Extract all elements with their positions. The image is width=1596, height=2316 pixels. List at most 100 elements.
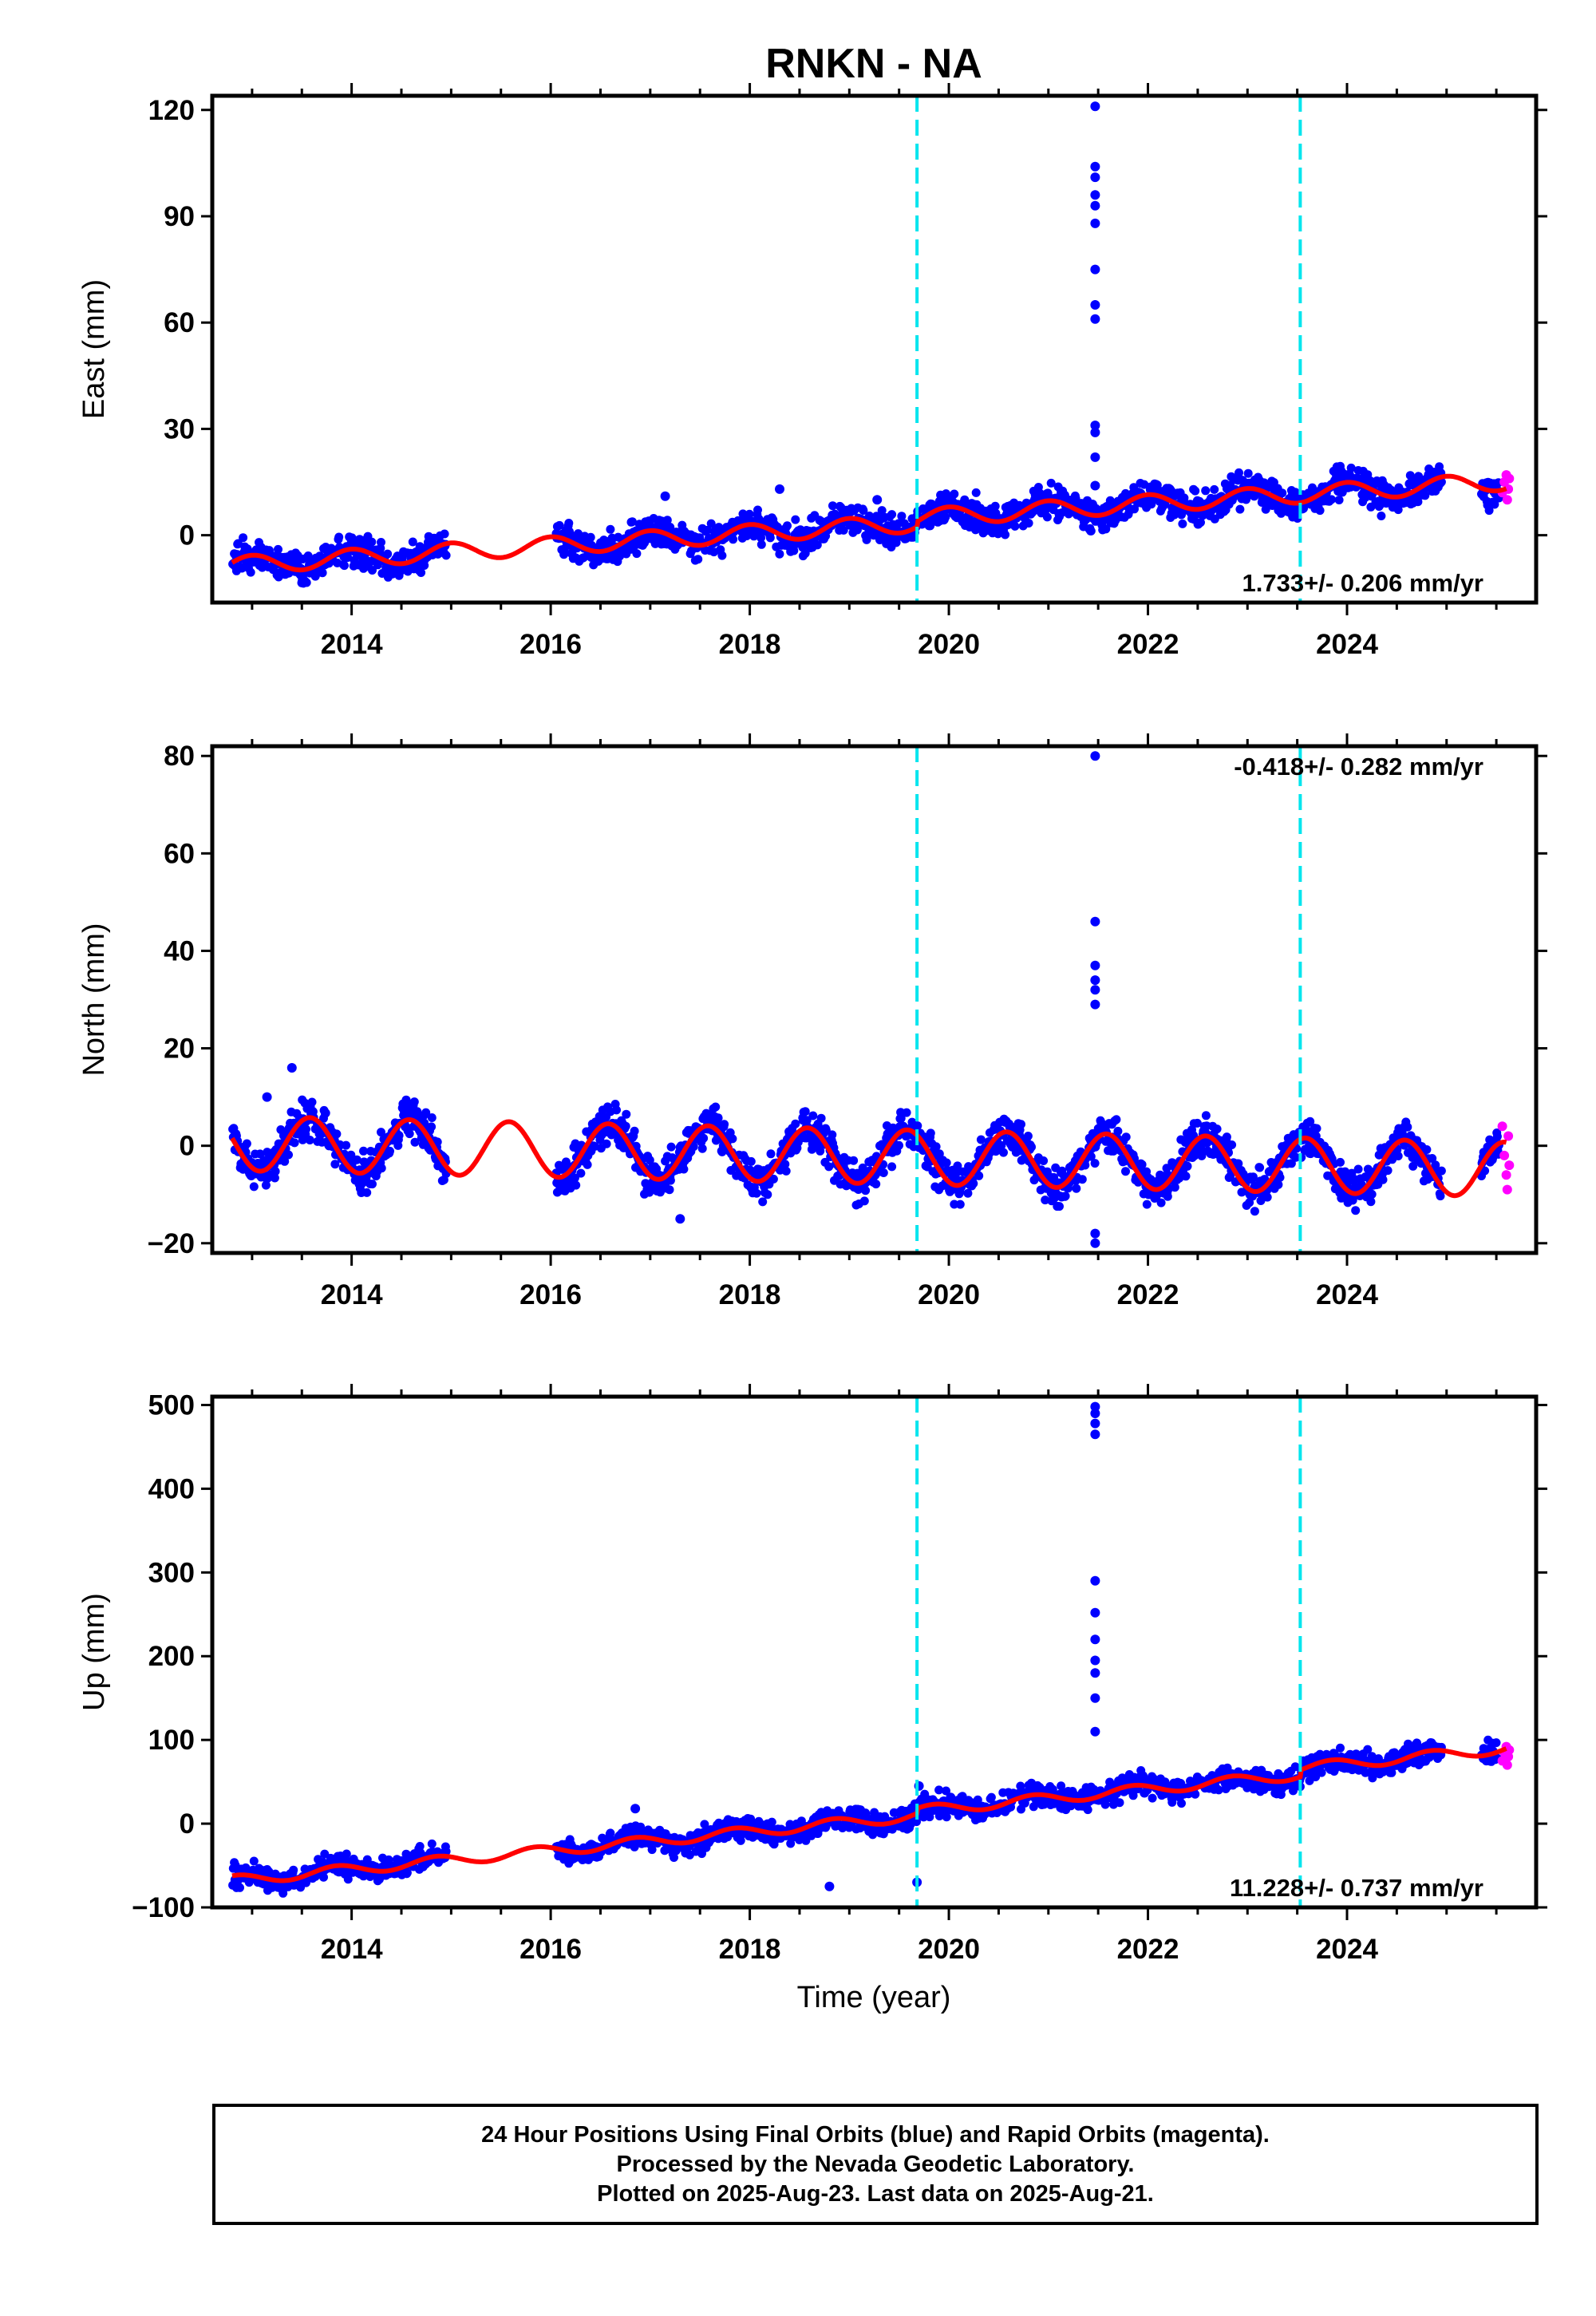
final-point — [409, 1097, 419, 1107]
final-point — [602, 1139, 611, 1148]
final-point — [1393, 505, 1403, 515]
final-point — [1061, 1192, 1070, 1201]
final-point — [1121, 1167, 1130, 1176]
final-point — [757, 533, 766, 543]
y-tick-label: 0 — [180, 1131, 195, 1162]
final-point — [1163, 1192, 1172, 1201]
final-point — [368, 1180, 377, 1189]
final-point — [679, 1164, 689, 1174]
final-point — [274, 544, 282, 554]
final-point — [564, 519, 574, 528]
final-point — [763, 1190, 772, 1199]
final-point — [346, 1150, 356, 1160]
final-point — [1403, 1122, 1412, 1132]
final-point — [1201, 1111, 1211, 1120]
final-point — [816, 1146, 825, 1156]
rapid-point — [1499, 1150, 1510, 1160]
final-point — [697, 1144, 707, 1153]
plot-frame — [210, 93, 1539, 605]
final-point — [377, 1128, 385, 1137]
final-point — [284, 1150, 293, 1160]
rapid-point — [1504, 473, 1515, 484]
final-point — [808, 1111, 818, 1120]
final-point — [999, 1148, 1008, 1157]
final-point — [570, 1173, 579, 1183]
rapid-point — [1502, 495, 1512, 505]
final-point — [246, 567, 255, 577]
final-point — [1422, 1145, 1432, 1154]
final-point — [1336, 1157, 1345, 1167]
y-tick-label: 20 — [164, 1034, 195, 1065]
final-point — [666, 1176, 675, 1185]
chart-title: RNKN - NA — [765, 41, 982, 87]
final-point — [1334, 496, 1344, 504]
x-tick-label: 2016 — [519, 1934, 582, 1965]
final-point — [647, 1845, 657, 1855]
final-point — [670, 1853, 678, 1862]
final-point — [302, 578, 311, 587]
final-point — [765, 533, 775, 543]
final-point — [289, 1865, 298, 1875]
final-point-outlier — [1090, 421, 1100, 430]
model-curve — [231, 473, 1507, 573]
final-point — [305, 1136, 314, 1144]
rate-label: -0.418+/- 0.282 mm/yr — [1234, 753, 1483, 781]
final-point — [824, 1162, 834, 1172]
final-point — [702, 525, 712, 535]
final-point — [902, 1108, 911, 1117]
final-point — [699, 1133, 709, 1143]
x-tick-label: 2022 — [1117, 1279, 1179, 1310]
final-point — [931, 1142, 941, 1152]
final-point-outlier — [1090, 1238, 1100, 1248]
final-point — [1420, 491, 1430, 500]
final-point — [1170, 1183, 1179, 1192]
final-point — [990, 501, 1000, 511]
final-point — [858, 1163, 867, 1172]
final-point — [800, 1107, 810, 1117]
final-point — [1121, 1132, 1131, 1142]
final-point — [1377, 512, 1386, 520]
final-point — [1072, 1184, 1081, 1193]
rapid-point — [1503, 484, 1514, 494]
final-point — [1346, 463, 1356, 472]
final-point — [887, 1162, 897, 1172]
final-point — [1055, 1202, 1064, 1211]
final-point — [440, 529, 449, 539]
y-tick-label: 120 — [148, 95, 195, 126]
final-point — [877, 1140, 887, 1149]
final-point-outlier — [1090, 999, 1100, 1010]
final-point — [1023, 1132, 1033, 1140]
final-point — [1086, 1152, 1096, 1161]
final-point — [871, 1180, 881, 1189]
final-point — [859, 506, 868, 516]
final-point — [1115, 1798, 1124, 1808]
final-point — [302, 1878, 310, 1887]
final-point — [1408, 1161, 1418, 1171]
final-point — [1156, 1198, 1166, 1207]
final-point — [1090, 1159, 1100, 1168]
final-point — [632, 549, 642, 559]
x-tick-label: 2024 — [1316, 1279, 1378, 1310]
x-tick-label: 2024 — [1316, 1934, 1378, 1965]
final-point — [828, 501, 837, 511]
final-point-outlier — [1090, 427, 1100, 437]
final-point — [1222, 1132, 1231, 1142]
final-point — [1286, 1159, 1296, 1168]
final-point — [861, 1186, 871, 1196]
final-point — [302, 1124, 310, 1134]
final-point — [852, 525, 862, 535]
final-point — [952, 1168, 961, 1178]
x-tick-label: 2018 — [719, 1934, 781, 1965]
final-point-outlier — [1090, 101, 1100, 112]
final-point-outlier — [1090, 161, 1100, 172]
final-point — [974, 1171, 984, 1180]
final-point — [1378, 1175, 1388, 1184]
final-point — [780, 1160, 790, 1169]
final-point — [235, 1883, 244, 1892]
final-point — [1017, 1120, 1025, 1129]
y-tick-label: 30 — [164, 413, 195, 445]
final-point — [969, 1179, 978, 1188]
final-point — [1196, 518, 1205, 528]
